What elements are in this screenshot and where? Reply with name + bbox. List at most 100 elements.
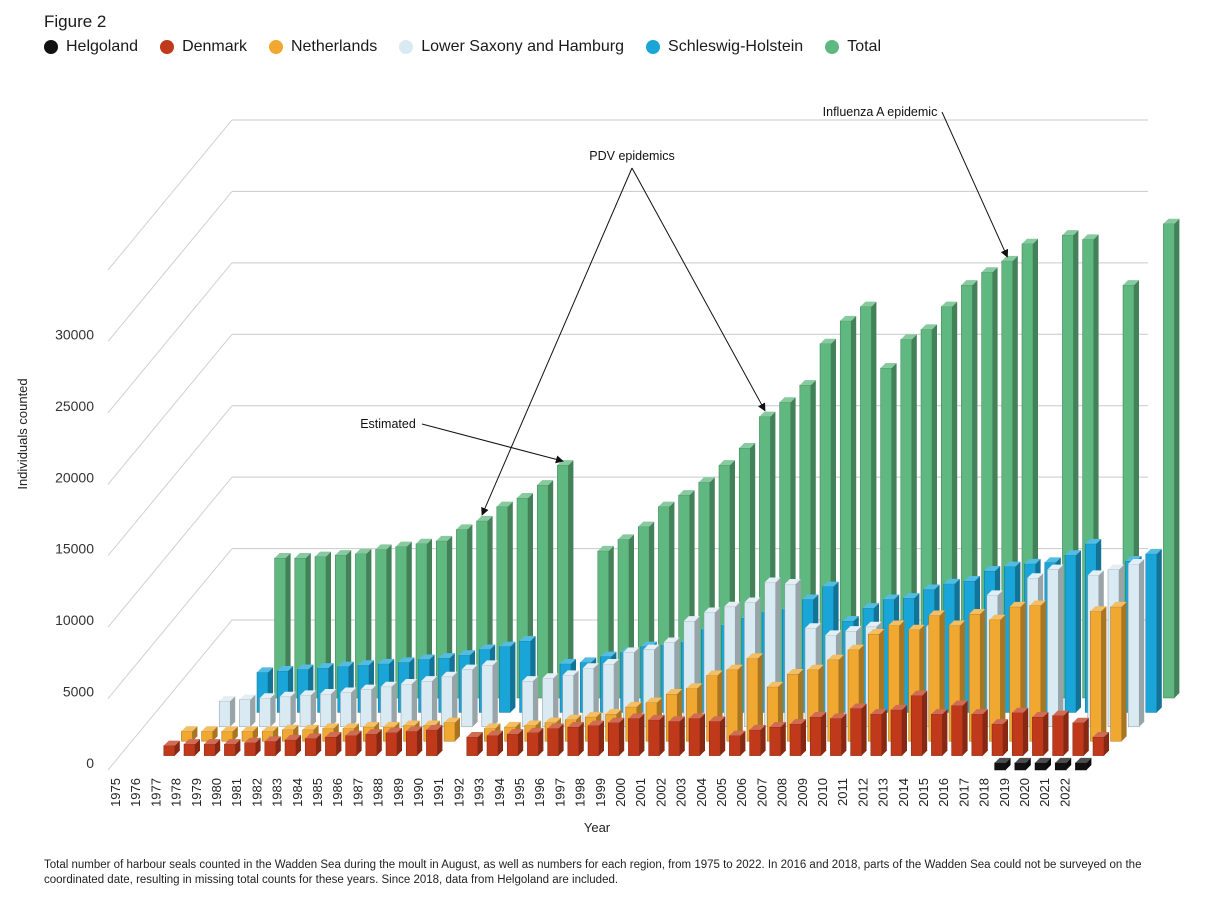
x-tick-label: 2016 bbox=[936, 778, 951, 807]
bar bbox=[466, 732, 483, 756]
bar bbox=[294, 553, 311, 699]
bar-top bbox=[1163, 218, 1180, 224]
bar-top bbox=[406, 726, 423, 732]
bar-front bbox=[789, 723, 802, 756]
bar-side bbox=[391, 681, 397, 727]
bar-top bbox=[981, 267, 998, 273]
bar-top bbox=[646, 697, 662, 703]
x-tick-label: 2008 bbox=[775, 778, 790, 807]
bar-top bbox=[1047, 564, 1064, 570]
bar bbox=[1110, 601, 1127, 742]
bar-top bbox=[767, 681, 784, 687]
bar-top bbox=[989, 614, 1006, 620]
bar-top bbox=[466, 732, 483, 738]
bar-side bbox=[568, 460, 574, 698]
bar-top bbox=[845, 626, 862, 632]
bar-top bbox=[719, 460, 735, 466]
bar-top bbox=[807, 664, 824, 670]
bar-front bbox=[547, 728, 559, 756]
gridline-side bbox=[107, 548, 233, 699]
bar-front bbox=[668, 721, 681, 756]
bar-top bbox=[822, 581, 839, 587]
bar-side bbox=[871, 301, 877, 698]
x-tick-label: 1979 bbox=[189, 778, 204, 807]
bar-top bbox=[398, 657, 415, 663]
bar-side bbox=[720, 716, 726, 756]
legend-label: Total bbox=[847, 38, 881, 55]
bar-top bbox=[522, 676, 539, 682]
bar-front bbox=[163, 745, 176, 756]
bar-top bbox=[567, 722, 584, 728]
bar-front bbox=[991, 723, 1004, 756]
bar-top bbox=[201, 726, 218, 732]
x-tick-label: 2021 bbox=[1037, 778, 1052, 807]
bar-front bbox=[726, 669, 739, 742]
bar-top bbox=[908, 624, 925, 630]
bar-top bbox=[588, 720, 604, 726]
bar-side bbox=[922, 690, 928, 756]
bar bbox=[729, 730, 746, 756]
bar-top bbox=[487, 730, 503, 736]
x-tick-label: 2007 bbox=[754, 778, 769, 807]
bar bbox=[789, 719, 806, 756]
bar-top bbox=[315, 551, 331, 557]
bar-top bbox=[1145, 548, 1162, 554]
bar-top bbox=[1082, 234, 1099, 240]
bar-side bbox=[599, 720, 604, 756]
bar-top bbox=[880, 363, 897, 368]
bar bbox=[244, 737, 261, 756]
bar-top bbox=[1052, 710, 1069, 716]
bar-front bbox=[1075, 762, 1087, 771]
bar-top bbox=[297, 664, 314, 670]
bar-front bbox=[1127, 563, 1140, 728]
bar-top bbox=[181, 726, 198, 732]
bar bbox=[1075, 757, 1092, 771]
bar-side bbox=[311, 690, 316, 727]
gridline-side bbox=[107, 262, 233, 414]
bar-front bbox=[890, 709, 903, 756]
bar-top bbox=[810, 712, 827, 718]
bar-top bbox=[888, 620, 905, 626]
bar-side bbox=[659, 714, 665, 756]
x-tick-label: 2005 bbox=[714, 778, 729, 807]
bar-top bbox=[790, 719, 806, 725]
bar bbox=[284, 734, 301, 756]
bar-side bbox=[346, 550, 352, 698]
bar-top bbox=[870, 709, 887, 715]
x-tick-label: 1980 bbox=[209, 778, 224, 807]
bar-front bbox=[385, 732, 398, 756]
bar-top bbox=[663, 637, 680, 643]
bar-front bbox=[587, 725, 600, 756]
bar bbox=[385, 727, 402, 756]
x-tick-label: 1999 bbox=[593, 778, 608, 807]
bar-front bbox=[481, 665, 494, 728]
bar-top bbox=[709, 716, 726, 722]
bar-side bbox=[270, 693, 276, 727]
bar-front bbox=[461, 669, 473, 728]
bar bbox=[1032, 712, 1049, 756]
bar-side bbox=[250, 694, 256, 727]
legend-item-lower-saxony-and-hamburg: Lower Saxony and Hamburg bbox=[399, 38, 624, 56]
bar-side bbox=[1066, 757, 1072, 770]
bar-top bbox=[921, 324, 937, 330]
bar-front bbox=[910, 695, 923, 756]
bar-top bbox=[441, 671, 458, 677]
bar bbox=[241, 726, 258, 742]
bar bbox=[668, 716, 685, 756]
bar-top bbox=[928, 610, 945, 616]
legend-swatch bbox=[268, 40, 283, 54]
bar-side bbox=[758, 653, 763, 742]
bar-top bbox=[343, 723, 359, 729]
bar-top bbox=[686, 683, 703, 689]
bar-front bbox=[426, 729, 438, 756]
figure-caption: Total number of harbour seals counted in… bbox=[44, 859, 1142, 886]
bar-top bbox=[1075, 757, 1092, 763]
bar-side bbox=[548, 480, 554, 698]
annotation: Estimated bbox=[360, 417, 564, 464]
bar-side bbox=[331, 688, 337, 727]
bar-side bbox=[296, 734, 301, 756]
bar-side bbox=[1086, 757, 1092, 770]
bar-top bbox=[264, 736, 281, 742]
bar-side bbox=[558, 723, 564, 756]
bar-side bbox=[255, 737, 261, 756]
